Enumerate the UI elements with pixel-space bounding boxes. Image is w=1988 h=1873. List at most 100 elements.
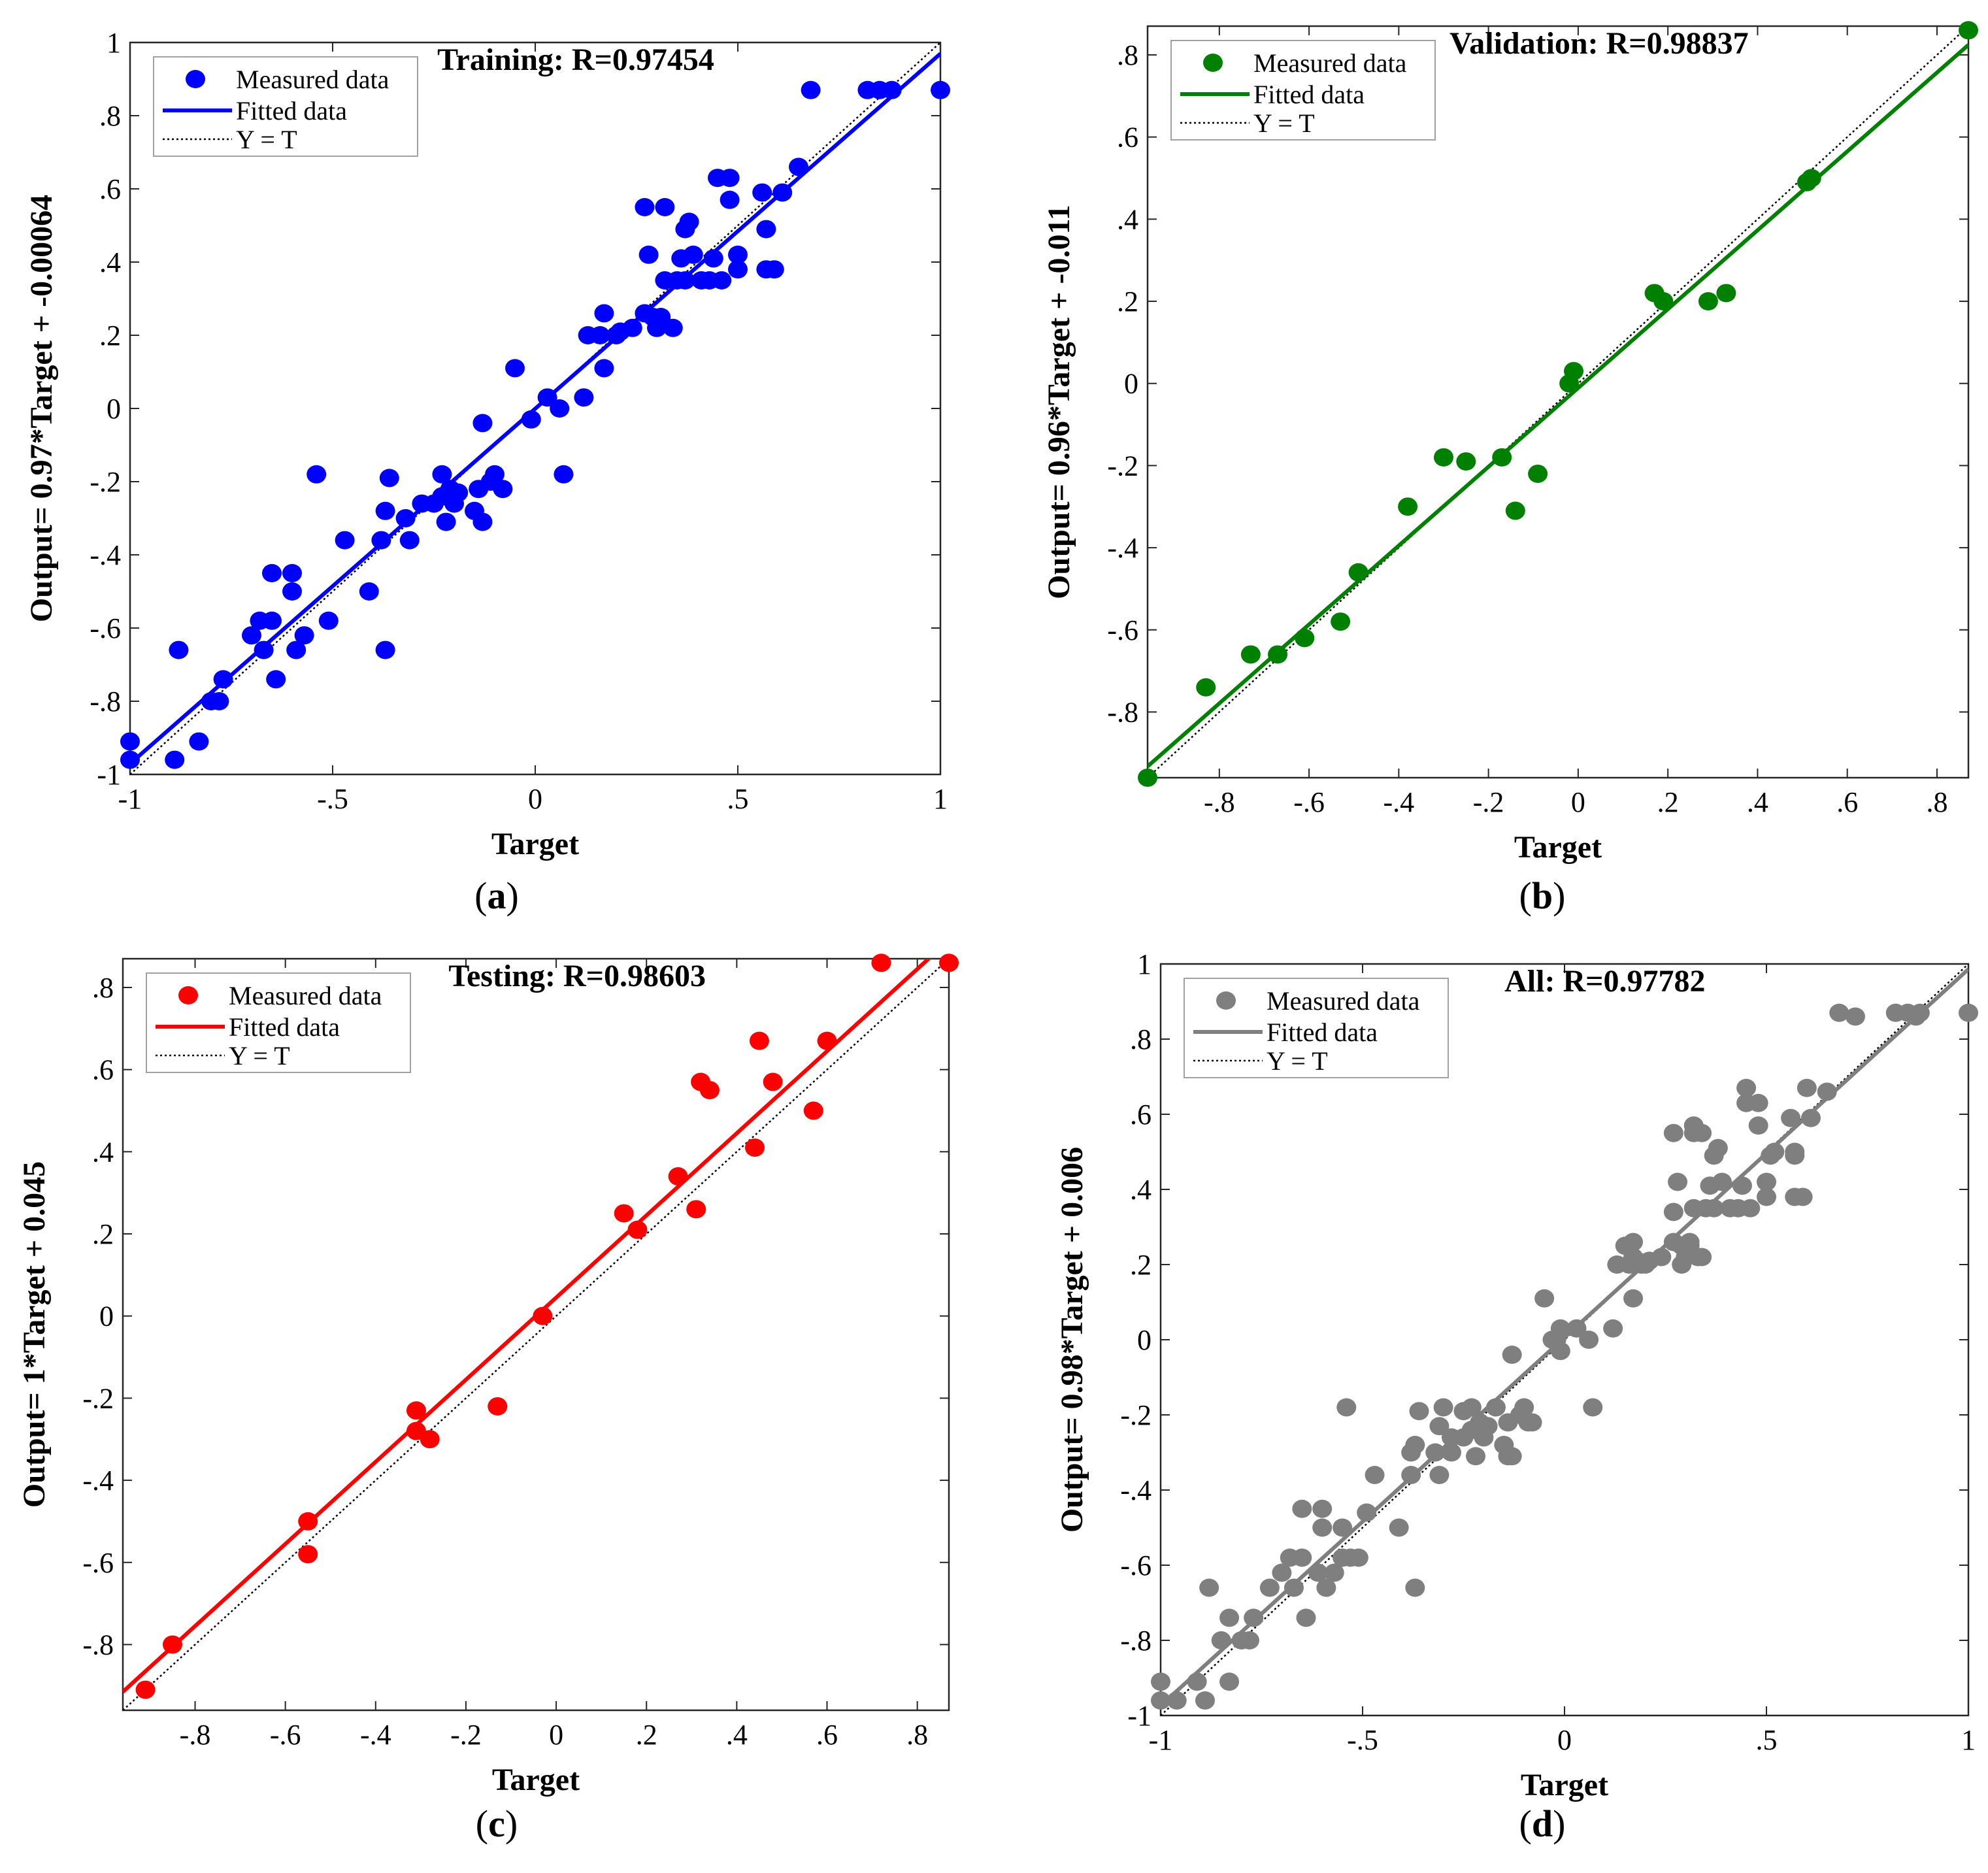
y-tick-label: -.8 bbox=[1120, 1625, 1151, 1657]
data-point bbox=[1461, 1398, 1482, 1417]
legend-marker-measured bbox=[186, 70, 205, 88]
data-point bbox=[1564, 361, 1584, 380]
data-point bbox=[1244, 1608, 1264, 1627]
data-point bbox=[505, 359, 525, 378]
legend-label-identity: Y = T bbox=[229, 1041, 290, 1070]
y-tick-label: -.8 bbox=[82, 1629, 114, 1661]
y-axis-label: Output= 0.96*Target + -0.011 bbox=[1042, 205, 1076, 599]
data-point bbox=[1502, 1447, 1522, 1466]
data-point bbox=[1357, 1503, 1377, 1522]
data-point bbox=[436, 512, 456, 531]
data-point bbox=[306, 465, 327, 484]
caption-letter: b bbox=[1532, 874, 1553, 917]
data-point bbox=[1312, 1518, 1333, 1537]
y-tick-label: -1 bbox=[97, 759, 121, 791]
data-point bbox=[488, 1397, 508, 1416]
data-point bbox=[622, 318, 642, 337]
y-tick-label: -.8 bbox=[1107, 696, 1138, 728]
data-point bbox=[1296, 1608, 1316, 1627]
y-tick-label: .8 bbox=[92, 972, 114, 1004]
data-point bbox=[554, 465, 574, 484]
x-axis-label: Target bbox=[1514, 830, 1602, 865]
data-point bbox=[1196, 678, 1216, 697]
legend-label-measured: Measured data bbox=[1267, 986, 1420, 1016]
data-point bbox=[931, 80, 950, 99]
data-point bbox=[1433, 448, 1453, 467]
data-point bbox=[1716, 284, 1736, 303]
x-tick-label: .5 bbox=[1756, 1724, 1778, 1756]
data-point bbox=[1603, 1319, 1623, 1338]
data-point bbox=[1401, 1466, 1421, 1484]
x-tick-label: .4 bbox=[1747, 786, 1768, 818]
legend-label-fitted: Fitted data bbox=[1253, 80, 1365, 109]
data-point bbox=[1748, 1093, 1768, 1112]
data-point bbox=[756, 220, 776, 239]
y-tick-label: .8 bbox=[1117, 39, 1138, 71]
y-tick-label: .6 bbox=[1117, 122, 1138, 154]
x-tick-label: .8 bbox=[1926, 786, 1947, 818]
x-tick-label: -.2 bbox=[450, 1719, 482, 1751]
data-point bbox=[1740, 1199, 1761, 1218]
data-point bbox=[1239, 1631, 1259, 1649]
data-point bbox=[298, 1512, 318, 1531]
y-tick-label: .2 bbox=[99, 320, 121, 352]
legend-marker-measured bbox=[1216, 991, 1236, 1010]
data-point bbox=[213, 670, 233, 689]
data-point bbox=[712, 271, 732, 290]
data-point bbox=[162, 1635, 182, 1654]
x-tick-label: 0 bbox=[1557, 1724, 1572, 1756]
data-point bbox=[574, 388, 594, 407]
y-tick-label: -.6 bbox=[82, 1547, 114, 1579]
data-point bbox=[448, 483, 469, 502]
data-point bbox=[1663, 1123, 1683, 1142]
x-tick-label: 0 bbox=[528, 783, 542, 815]
x-tick-label: -1 bbox=[1149, 1724, 1173, 1756]
x-tick-label: 1 bbox=[1961, 1724, 1976, 1756]
data-point bbox=[472, 512, 493, 531]
y-tick-label: -.6 bbox=[1120, 1550, 1151, 1582]
data-point bbox=[1485, 1398, 1506, 1417]
legend-label-identity: Y = T bbox=[1253, 108, 1315, 138]
x-tick-label: -.2 bbox=[1473, 786, 1504, 818]
data-point bbox=[1456, 452, 1476, 471]
data-point bbox=[1466, 1447, 1486, 1466]
data-point bbox=[683, 245, 703, 264]
data-point bbox=[651, 308, 671, 326]
caption-open-paren: ( bbox=[474, 874, 487, 917]
x-tick-label: -.6 bbox=[270, 1719, 301, 1751]
x-tick-label: 0 bbox=[549, 1719, 563, 1751]
y-tick-label: 0 bbox=[99, 1301, 114, 1333]
validation-chart: -.8 -.6 -.4 -.2 0 .2 .4 .6 .8 -.8 -.6 -.4 -.2 0 .2 .4 .6… bbox=[1042, 21, 1978, 917]
data-point bbox=[493, 480, 513, 499]
data-point bbox=[1829, 1003, 1849, 1022]
y-tick-label: -.2 bbox=[82, 1382, 114, 1414]
legend-label-fitted: Fitted data bbox=[1267, 1018, 1378, 1047]
fitted-line bbox=[1148, 43, 1968, 769]
data-point bbox=[590, 326, 610, 344]
data-point bbox=[1292, 1548, 1312, 1567]
y-tick-label: -.8 bbox=[90, 686, 121, 718]
data-point bbox=[663, 318, 683, 337]
y-tick-label: -.4 bbox=[90, 539, 121, 571]
data-point bbox=[1348, 1548, 1368, 1567]
data-point bbox=[668, 1167, 688, 1186]
legend-label-measured: Measured data bbox=[236, 65, 389, 94]
data-point bbox=[764, 260, 784, 279]
y-axis-label: Output= 1*Target + 0.045 bbox=[17, 1161, 52, 1508]
data-point bbox=[1151, 1691, 1170, 1710]
plot-layer bbox=[1148, 26, 1968, 778]
legend-label-identity: Y = T bbox=[1267, 1046, 1328, 1076]
data-point bbox=[399, 531, 420, 550]
x-tick-label: -.4 bbox=[360, 1719, 391, 1751]
x-tick-label: -1 bbox=[118, 783, 142, 815]
data-point bbox=[1797, 1078, 1817, 1097]
data-point bbox=[1312, 1499, 1333, 1518]
data-point bbox=[614, 1204, 634, 1223]
data-point bbox=[1429, 1466, 1450, 1484]
data-point bbox=[1348, 563, 1368, 582]
data-point bbox=[699, 1081, 720, 1100]
chart-title: All: R=0.97782 bbox=[1504, 964, 1705, 999]
y-tick-label: -.2 bbox=[1107, 450, 1138, 482]
data-point bbox=[763, 1072, 783, 1091]
caption-letter: c bbox=[488, 1802, 505, 1845]
